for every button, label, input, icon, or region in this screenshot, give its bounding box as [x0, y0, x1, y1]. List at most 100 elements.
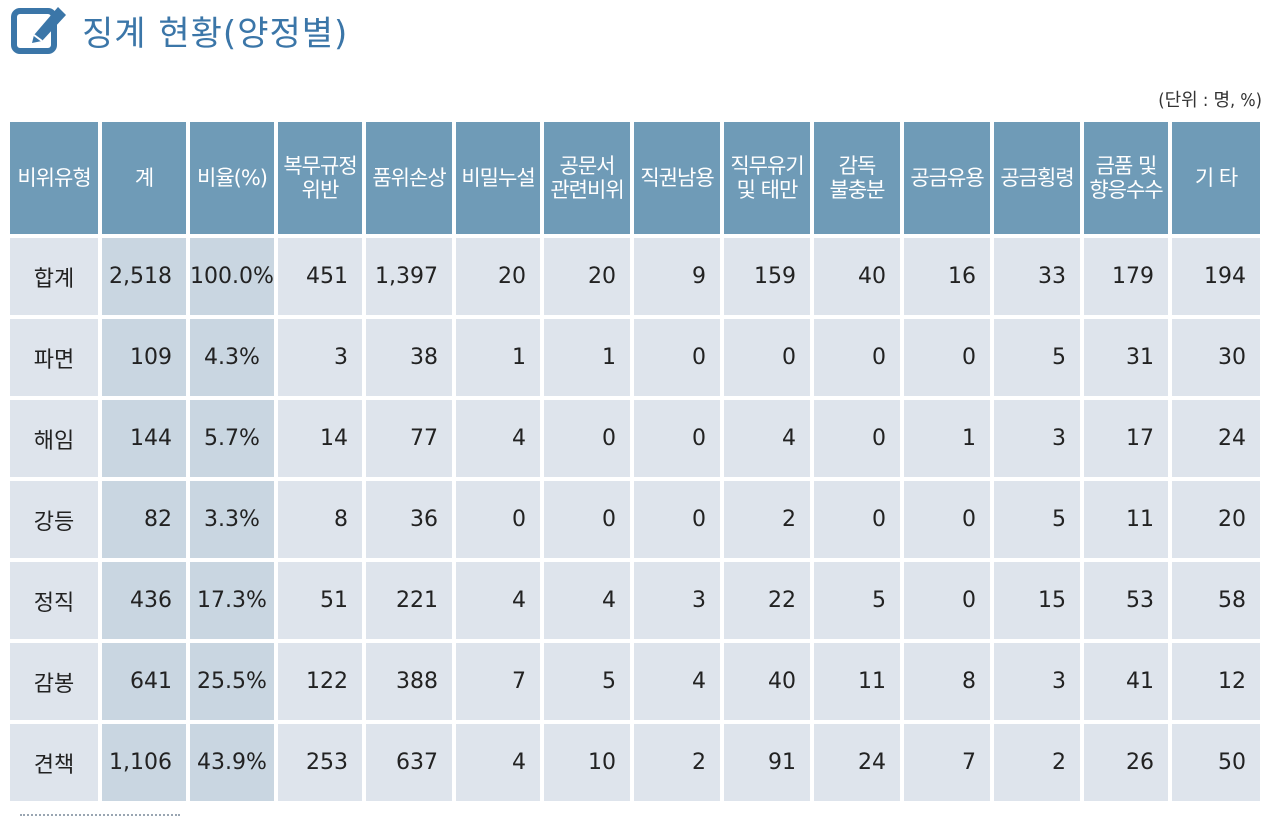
- table-row: 파면 109 4.3% 3 38 1 1 0 0 0 0 5 31 30: [10, 319, 1260, 396]
- table-cell: 50: [1172, 724, 1260, 801]
- table-cell: 109: [102, 319, 186, 396]
- table-cell: 41: [1084, 643, 1168, 720]
- table-cell: 4: [544, 562, 630, 639]
- table-cell: 122: [278, 643, 362, 720]
- table-cell: 5.7%: [190, 400, 274, 477]
- table-cell: 0: [456, 481, 540, 558]
- table-row: 견책 1,106 43.9% 253 637 4 10 2 91 24 7 2 26 50: [10, 724, 1260, 801]
- table-cell: 20: [544, 238, 630, 315]
- table-body: 합계 2,518 100.0% 451 1,397 20 20 9 159 40 16 33 179 19…: [10, 238, 1260, 801]
- row-label: 합계: [10, 238, 98, 315]
- table-cell: 30: [1172, 319, 1260, 396]
- table-cell: 24: [814, 724, 900, 801]
- column-header: 품위손상: [366, 122, 452, 234]
- table-cell: 144: [102, 400, 186, 477]
- table-cell: 33: [994, 238, 1080, 315]
- table-row: 합계 2,518 100.0% 451 1,397 20 20 9 159 40 16 33 179 19…: [10, 238, 1260, 315]
- table-cell: 20: [456, 238, 540, 315]
- column-header: 비율(%): [190, 122, 274, 234]
- column-header: 직권남용: [634, 122, 720, 234]
- table-cell: 16: [904, 238, 990, 315]
- table-cell: 388: [366, 643, 452, 720]
- table-cell: 38: [366, 319, 452, 396]
- table-cell: 24: [1172, 400, 1260, 477]
- table-cell: 12: [1172, 643, 1260, 720]
- row-label: 파면: [10, 319, 98, 396]
- table-cell: 0: [904, 562, 990, 639]
- table-cell: 53: [1084, 562, 1168, 639]
- row-label: 견책: [10, 724, 98, 801]
- table-cell: 2,518: [102, 238, 186, 315]
- table-cell: 91: [724, 724, 810, 801]
- table-row: 해임 144 5.7% 14 77 4 0 0 4 0 1 3 17 24: [10, 400, 1260, 477]
- column-header: 기 타: [1172, 122, 1260, 234]
- table-cell: 0: [814, 400, 900, 477]
- table-cell: 3.3%: [190, 481, 274, 558]
- page-header: 징계 현황(양정별): [10, 0, 348, 60]
- row-label: 해임: [10, 400, 98, 477]
- table-cell: 7: [904, 724, 990, 801]
- table-cell: 40: [814, 238, 900, 315]
- table-cell: 0: [814, 481, 900, 558]
- table-cell: 8: [278, 481, 362, 558]
- table-cell: 4.3%: [190, 319, 274, 396]
- column-header: 감독 불충분: [814, 122, 900, 234]
- table-cell: 36: [366, 481, 452, 558]
- table-cell: 4: [634, 643, 720, 720]
- column-header: 복무규정 위반: [278, 122, 362, 234]
- table-cell: 5: [994, 481, 1080, 558]
- column-header: 공금유용: [904, 122, 990, 234]
- table-cell: 0: [634, 481, 720, 558]
- table-cell: 0: [544, 400, 630, 477]
- table-cell: 0: [904, 319, 990, 396]
- table-cell: 4: [456, 400, 540, 477]
- table-cell: 5: [994, 319, 1080, 396]
- edit-icon: [11, 7, 66, 54]
- table-cell: 0: [634, 400, 720, 477]
- table-cell: 0: [724, 319, 810, 396]
- table-cell: 0: [634, 319, 720, 396]
- table-cell: 1,106: [102, 724, 186, 801]
- table-cell: 3: [994, 643, 1080, 720]
- table-cell: 0: [544, 481, 630, 558]
- table-cell: 17.3%: [190, 562, 274, 639]
- table-cell: 637: [366, 724, 452, 801]
- table-cell: 14: [278, 400, 362, 477]
- table-cell: 436: [102, 562, 186, 639]
- table-cell: 26: [1084, 724, 1168, 801]
- table-cell: 4: [456, 562, 540, 639]
- table-cell: 15: [994, 562, 1080, 639]
- table-cell: 1: [456, 319, 540, 396]
- column-header: 직무유기 및 태만: [724, 122, 810, 234]
- table-cell: 100.0%: [190, 238, 274, 315]
- table-row: 정직 436 17.3% 51 221 4 4 3 22 5 0 15 53 58: [10, 562, 1260, 639]
- table-cell: 25.5%: [190, 643, 274, 720]
- table-cell: 3: [634, 562, 720, 639]
- table-cell: 11: [1084, 481, 1168, 558]
- table-cell: 3: [994, 400, 1080, 477]
- table-cell: 159: [724, 238, 810, 315]
- table-cell: 17: [1084, 400, 1168, 477]
- column-header: 금품 및 향응수수: [1084, 122, 1168, 234]
- table-cell: 1: [544, 319, 630, 396]
- row-label: 정직: [10, 562, 98, 639]
- table-cell: 10: [544, 724, 630, 801]
- table-cell: 51: [278, 562, 362, 639]
- column-header: 비밀누설: [456, 122, 540, 234]
- table-cell: 221: [366, 562, 452, 639]
- table-cell: 641: [102, 643, 186, 720]
- table-cell: 2: [634, 724, 720, 801]
- table-row: 감봉 641 25.5% 122 388 7 5 4 40 11 8 3 41 12: [10, 643, 1260, 720]
- page-title: 징계 현황(양정별): [82, 13, 349, 54]
- table-cell: 11: [814, 643, 900, 720]
- column-header: 공금횡령: [994, 122, 1080, 234]
- table-cell: 451: [278, 238, 362, 315]
- table-cell: 40: [724, 643, 810, 720]
- table-cell: 77: [366, 400, 452, 477]
- column-header: 공문서 관련비위: [544, 122, 630, 234]
- table-cell: 194: [1172, 238, 1260, 315]
- table-cell: 8: [904, 643, 990, 720]
- table-cell: 9: [634, 238, 720, 315]
- table-cell: 1,397: [366, 238, 452, 315]
- table-cell: 1: [904, 400, 990, 477]
